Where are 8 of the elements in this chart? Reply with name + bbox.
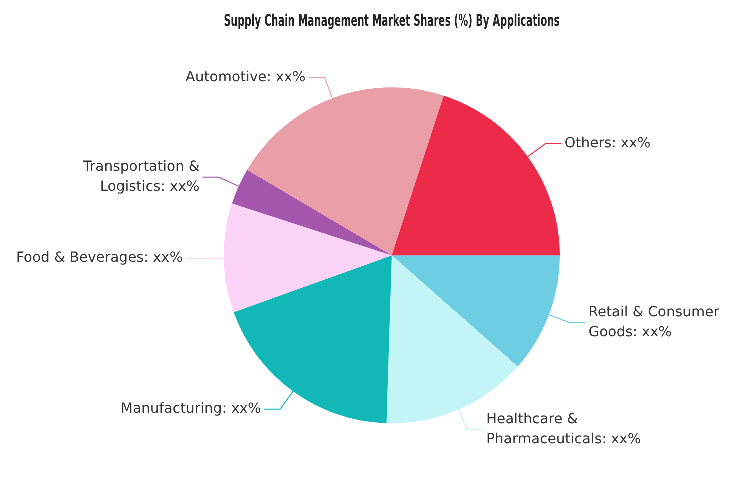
chart-title: Supply Chain Management Market Shares (%) By Applications	[224, 12, 560, 31]
slice-label: Transportation & Logistics: xx%	[82, 159, 200, 196]
slice-label: Manufacturing: xx%	[120, 400, 262, 417]
slice-label: Healthcare & Pharmaceuticals: xx%	[486, 412, 642, 448]
slice-label: Food & Beverages: xx%	[16, 250, 184, 266]
slice-label: Automotive: xx%	[186, 70, 306, 86]
slice-label: Others: xx%	[564, 136, 651, 152]
slice-label: Retail & Consumer Goods: xx%	[588, 304, 720, 340]
